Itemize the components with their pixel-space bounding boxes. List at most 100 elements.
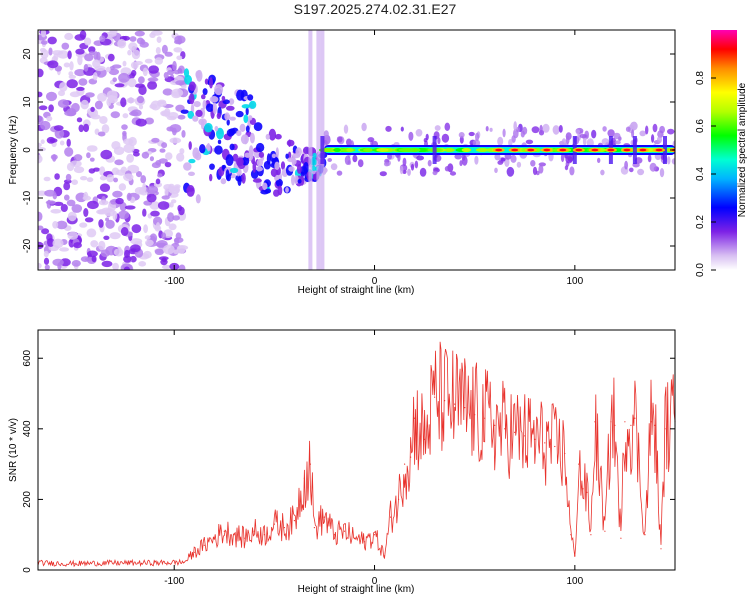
- strong-blob-core: [511, 148, 519, 152]
- trace-halo-blob: [489, 127, 493, 132]
- noise-blob: [83, 64, 89, 72]
- noise-blob: [47, 36, 57, 45]
- noise-blob: [106, 174, 115, 183]
- trace-halo-blob: [502, 128, 506, 138]
- noise-blob: [39, 47, 47, 53]
- trace-halo-blob: [565, 135, 570, 145]
- noise-blob: [113, 146, 125, 155]
- snr-x-axis-title: Height of straight line (km): [298, 584, 415, 595]
- noise-blob: [52, 221, 59, 229]
- trace-halo-blob: [352, 154, 358, 163]
- noise-blob: [58, 90, 65, 97]
- noise-blob: [114, 83, 125, 88]
- noise-blob: [59, 140, 65, 146]
- noise-blob: [173, 69, 181, 75]
- echo-blob: [264, 188, 272, 194]
- echo-blob: [188, 93, 195, 105]
- noise-blob: [40, 139, 45, 144]
- noise-blob: [161, 195, 170, 200]
- noise-blob: [71, 102, 80, 113]
- noise-blob: [71, 179, 78, 185]
- noise-blob: [88, 168, 96, 174]
- echo-blob: [285, 153, 289, 159]
- echo-blob: [287, 151, 292, 160]
- noise-blob: [84, 217, 94, 223]
- echo-blob: [236, 157, 244, 167]
- echo-blob: [195, 194, 201, 204]
- echo-blob: [225, 169, 230, 181]
- echo-blob: [265, 133, 270, 140]
- noise-blob: [142, 67, 148, 77]
- noise-blob: [53, 201, 64, 206]
- noise-blob: [147, 81, 158, 90]
- snr-x-ticks: -100 0 100: [164, 330, 584, 587]
- trace-halo-blob: [582, 136, 587, 146]
- noise-blob: [52, 154, 57, 162]
- noise-blob: [69, 61, 74, 71]
- noise-blob: [150, 210, 160, 217]
- noise-blob: [105, 219, 115, 229]
- figure-title: S197.2025.274.02.31.E27: [293, 1, 457, 17]
- snr-data-point: [283, 527, 285, 529]
- noise-blob: [106, 98, 112, 107]
- spectrogram-y-ticks: -20 -10 0 10 20: [22, 48, 675, 253]
- trace-halo-blob: [513, 121, 517, 132]
- snr-data-point: [333, 534, 336, 536]
- noise-blob: [64, 32, 74, 41]
- trace-halo-blob: [538, 165, 544, 174]
- trace-halo-blob: [506, 166, 515, 177]
- echo-blob: [312, 152, 317, 159]
- noise-blob: [174, 238, 180, 245]
- spectrogram-x-axis-title: Height of straight line (km): [298, 285, 415, 296]
- noise-blob: [43, 250, 49, 258]
- noise-blob: [46, 115, 53, 122]
- snr-data-point: [273, 523, 275, 525]
- echo-blob: [237, 175, 242, 186]
- snr-frame: [37, 329, 676, 571]
- snr-data-point: [373, 534, 376, 536]
- y-tick-label: 0: [22, 147, 33, 153]
- snr-data-point: [203, 544, 205, 546]
- snr-y-axis-title: SNR (10 * v/v): [8, 418, 19, 482]
- echo-blob: [193, 101, 201, 108]
- trace-core-blob: [398, 148, 414, 152]
- snr-data-point: [183, 561, 185, 563]
- snr-data-point: [554, 445, 556, 448]
- snr-data-point: [293, 520, 295, 522]
- noise-blob: [123, 255, 132, 263]
- noise-blob: [40, 120, 51, 131]
- noise-blob: [121, 124, 128, 130]
- echo-blob: [235, 110, 244, 118]
- noise-blob: [129, 111, 139, 116]
- noise-blob: [181, 130, 186, 138]
- echo-blob: [240, 134, 249, 145]
- trace-halo-blob: [624, 160, 628, 170]
- noise-blob: [80, 176, 88, 181]
- noise-blob: [130, 244, 141, 253]
- noise-blob: [89, 157, 95, 162]
- trace-halo-blob: [461, 155, 468, 166]
- noise-blob: [167, 69, 175, 76]
- noise-blob: [161, 44, 168, 54]
- snr-data-point: [343, 530, 346, 532]
- noise-blob: [181, 84, 187, 90]
- echo-blob: [214, 145, 223, 155]
- echo-blob: [244, 152, 251, 158]
- noise-blob: [177, 205, 182, 212]
- trace-core-blob: [420, 148, 427, 152]
- echo-blob: [249, 100, 257, 109]
- trace-halo-blob: [597, 157, 601, 163]
- noise-blob: [64, 110, 77, 117]
- trace-halo-blob: [560, 153, 565, 163]
- echo-blob: [209, 163, 215, 170]
- noise-blob: [80, 99, 89, 110]
- noise-blob: [133, 151, 140, 157]
- strong-blob-core: [623, 148, 631, 152]
- trace-halo-blob: [344, 155, 351, 165]
- noise-blob: [43, 176, 51, 182]
- noise-blob: [98, 240, 106, 251]
- noise-blob: [139, 41, 149, 48]
- noise-blob: [47, 238, 55, 247]
- noise-blob: [138, 261, 147, 267]
